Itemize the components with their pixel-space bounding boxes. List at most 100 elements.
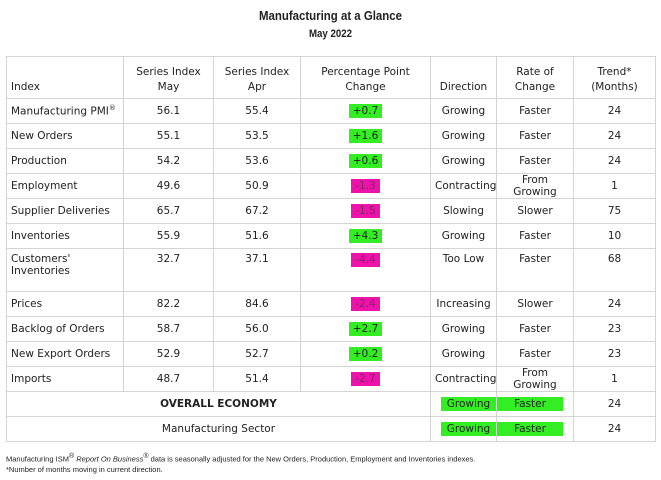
row-change-cell: -2.4 bbox=[300, 291, 431, 317]
row-change-cell: -1.5 bbox=[300, 198, 431, 224]
row-trend: 23 bbox=[573, 341, 656, 367]
header-change: Percentage Point Change bbox=[300, 56, 431, 99]
change-badge: +0.2 bbox=[348, 347, 383, 361]
manufacturing-table: Index Series Index May Series Index Apr Pe… bbox=[6, 56, 656, 442]
row-trend: 24 bbox=[573, 123, 656, 149]
row-direction: Contracting bbox=[430, 366, 497, 392]
row-apr-value: 51.6 bbox=[213, 223, 301, 249]
row-apr-value: 55.4 bbox=[213, 98, 301, 124]
summary-trend: 24 bbox=[573, 391, 656, 417]
change-badge: -4.4 bbox=[351, 253, 380, 267]
row-trend: 75 bbox=[573, 198, 656, 224]
row-apr-value: 53.6 bbox=[213, 148, 301, 174]
row-direction: Slowing bbox=[430, 198, 497, 224]
change-badge: +0.6 bbox=[348, 154, 383, 168]
row-index-name: Customers' Inventories bbox=[6, 248, 124, 292]
row-trend: 10 bbox=[573, 223, 656, 249]
row-index-name: Prices bbox=[6, 291, 124, 317]
summary-direction-highlight: Growing bbox=[441, 397, 496, 411]
table-row: Production 54.2 53.6 +0.6 Growing Faster 24 bbox=[6, 148, 656, 174]
row-index-name: Employment bbox=[6, 173, 124, 199]
change-badge: +0.7 bbox=[348, 104, 383, 118]
row-may-value: 56.1 bbox=[123, 98, 214, 124]
row-direction: Growing bbox=[430, 316, 497, 342]
row-change-cell: -4.4 bbox=[300, 248, 431, 292]
row-rate: Faster bbox=[496, 123, 574, 149]
row-index-name: Backlog of Orders bbox=[6, 316, 124, 342]
row-apr-value: 67.2 bbox=[213, 198, 301, 224]
change-badge: -1.3 bbox=[351, 179, 380, 193]
header-may: Series Index May bbox=[123, 56, 214, 99]
row-rate: From Growing bbox=[496, 366, 574, 392]
row-change-cell: +1.6 bbox=[300, 123, 431, 149]
summary-direction-highlight: Growing bbox=[441, 422, 496, 436]
summary-rate: Faster bbox=[496, 391, 574, 417]
footnote-2: *Number of months moving in current dire… bbox=[6, 464, 163, 474]
header-rate: Rate of Change bbox=[496, 56, 574, 99]
summary-trend: 24 bbox=[573, 416, 656, 442]
table-row: Imports 48.7 51.4 -2.7 Contracting From Growi… bbox=[6, 366, 656, 392]
row-may-value: 49.6 bbox=[123, 173, 214, 199]
row-may-value: 55.9 bbox=[123, 223, 214, 249]
row-may-value: 82.2 bbox=[123, 291, 214, 317]
table-row: Employment 49.6 50.9 -1.3 Contracting From Gr… bbox=[6, 173, 656, 199]
row-trend: 24 bbox=[573, 98, 656, 124]
row-trend: 24 bbox=[573, 291, 656, 317]
row-index-name: Production bbox=[6, 148, 124, 174]
summary-row: OVERALL ECONOMY Growing Faster 24 bbox=[6, 391, 656, 417]
row-change-cell: +0.2 bbox=[300, 341, 431, 367]
row-index-name: Imports bbox=[6, 366, 124, 392]
row-change-cell: +0.7 bbox=[300, 98, 431, 124]
row-change-cell: +2.7 bbox=[300, 316, 431, 342]
table-row: Backlog of Orders 58.7 56.0 +2.7 Growing Fast… bbox=[6, 316, 656, 342]
row-direction: Growing bbox=[430, 148, 497, 174]
summary-label: OVERALL ECONOMY bbox=[6, 391, 431, 417]
table-row: Customers' Inventories 32.7 37.1 -4.4 Too Low… bbox=[6, 248, 656, 292]
row-change-cell: +0.6 bbox=[300, 148, 431, 174]
header-direction: Direction bbox=[430, 56, 497, 99]
row-index-name: Supplier Deliveries bbox=[6, 198, 124, 224]
row-trend: 1 bbox=[573, 173, 656, 199]
row-trend: 68 bbox=[573, 248, 656, 292]
row-rate: Faster bbox=[496, 341, 574, 367]
row-rate: Slower bbox=[496, 291, 574, 317]
table-row: Prices 82.2 84.6 -2.4 Increasing Slower 24 bbox=[6, 291, 656, 317]
row-rate: Faster bbox=[496, 98, 574, 124]
change-badge: +2.7 bbox=[348, 322, 383, 336]
summary-row: Manufacturing Sector Growing Faster 24 bbox=[6, 416, 656, 442]
row-may-value: 55.1 bbox=[123, 123, 214, 149]
row-apr-value: 52.7 bbox=[213, 341, 301, 367]
page-subtitle: May 2022 bbox=[308, 28, 353, 40]
change-badge: -1.5 bbox=[351, 204, 380, 218]
change-badge: +1.6 bbox=[348, 129, 383, 143]
row-direction: Increasing bbox=[430, 291, 497, 317]
footnote-1: Manufacturing ISM® Report On Business® d… bbox=[6, 453, 476, 464]
table-row: Inventories 55.9 51.6 +4.3 Growing Faster 10 bbox=[6, 223, 656, 249]
table-row: New Orders 55.1 53.5 +1.6 Growing Faster 24 bbox=[6, 123, 656, 149]
row-change-cell: +4.3 bbox=[300, 223, 431, 249]
row-apr-value: 56.0 bbox=[213, 316, 301, 342]
row-rate: Faster bbox=[496, 316, 574, 342]
table-row: New Export Orders 52.9 52.7 +0.2 Growing Fast… bbox=[6, 341, 656, 367]
row-direction: Growing bbox=[430, 341, 497, 367]
table-row: Supplier Deliveries 65.7 67.2 -1.5 Slowing Sl… bbox=[6, 198, 656, 224]
row-change-cell: -1.3 bbox=[300, 173, 431, 199]
row-may-value: 32.7 bbox=[123, 248, 214, 292]
summary-rate-highlight: Faster bbox=[497, 397, 563, 411]
row-apr-value: 53.5 bbox=[213, 123, 301, 149]
summary-label: Manufacturing Sector bbox=[6, 416, 431, 442]
change-badge: +4.3 bbox=[348, 229, 383, 243]
row-trend: 23 bbox=[573, 316, 656, 342]
footnotes: Manufacturing ISM® Report On Business® d… bbox=[6, 452, 475, 475]
row-direction: Growing bbox=[430, 223, 497, 249]
row-rate: Slower bbox=[496, 198, 574, 224]
summary-rate-highlight: Faster bbox=[497, 422, 563, 436]
row-apr-value: 50.9 bbox=[213, 173, 301, 199]
change-badge: -2.7 bbox=[351, 372, 380, 386]
row-direction: Growing bbox=[430, 98, 497, 124]
summary-direction: Growing bbox=[430, 416, 497, 442]
summary-direction: Growing bbox=[430, 391, 497, 417]
row-apr-value: 51.4 bbox=[213, 366, 301, 392]
row-direction: Contracting bbox=[430, 173, 497, 199]
row-change-cell: -2.7 bbox=[300, 366, 431, 392]
